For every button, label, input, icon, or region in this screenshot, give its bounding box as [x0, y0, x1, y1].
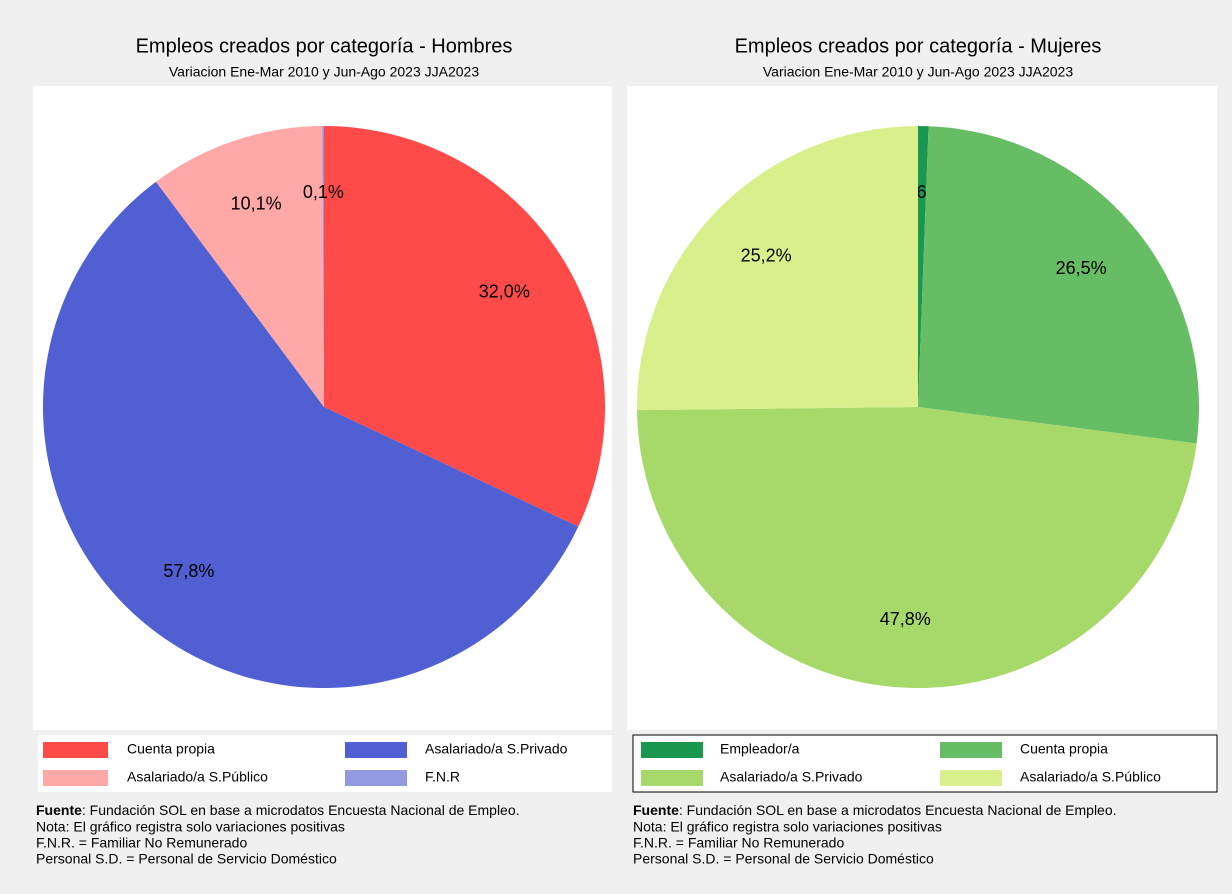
legend-swatch [641, 742, 703, 758]
slice-label: 26,5% [1056, 258, 1107, 278]
chart-title: Empleos creados por categoría - Mujeres [735, 35, 1102, 57]
footnote: Nota: El gráfico registra solo variacion… [633, 819, 942, 835]
source-label: Fuente [36, 802, 82, 818]
chart-title: Empleos creados por categoría - Hombres [136, 35, 513, 57]
legend-swatch [940, 770, 1002, 786]
slice-label: 32,0% [479, 281, 530, 301]
footnote: F.N.R. = Familiar No Remunerado [633, 835, 844, 851]
legend-label: Asalariado/a S.Público [127, 769, 268, 785]
slice-label: 25,2% [741, 246, 792, 266]
slice-label: 10,1% [231, 193, 282, 213]
slice-label: 47,8% [880, 609, 931, 629]
legend-swatch [345, 770, 407, 786]
pie-slice [43, 181, 579, 689]
legend-label: Asalariado/a S.Público [1020, 769, 1161, 785]
legend-swatch [43, 770, 108, 786]
source-text: : Fundación SOL en base a microdatos Enc… [82, 802, 520, 818]
footnote: Personal S.D. = Personal de Servicio Dom… [633, 851, 934, 867]
legend-swatch [940, 742, 1002, 758]
pie-slice [155, 126, 324, 407]
legend-swatch [345, 742, 407, 758]
legend-label: Empleador/a [720, 741, 800, 757]
pie-slice [918, 126, 1199, 444]
legend-box [38, 735, 612, 792]
legend-label: Asalariado/a S.Privado [720, 769, 863, 785]
source-text: : Fundación SOL en base a microdatos Enc… [679, 802, 1117, 818]
legend-box [632, 734, 1218, 793]
pie-slice [918, 126, 929, 407]
legend-label: F.N.R [425, 769, 460, 785]
pie-slice [637, 407, 1197, 688]
pie-slice [324, 126, 605, 527]
pie-slice [322, 126, 324, 407]
footnote: F.N.R. = Familiar No Remunerado [36, 835, 247, 851]
chart-subtitle: Variacion Ene-Mar 2010 y Jun-Ago 2023 JJ… [169, 64, 479, 80]
legend-label: Cuenta propia [127, 741, 215, 757]
source-label: Fuente [633, 802, 679, 818]
pie-slice [637, 126, 918, 411]
slice-label: 0,1% [303, 182, 344, 202]
legend-label: Asalariado/a S.Privado [425, 741, 568, 757]
source-note: Fuente: Fundación SOL en base a microdat… [36, 802, 520, 818]
footnote: Nota: El gráfico registra solo variacion… [36, 819, 345, 835]
source-note: Fuente: Fundación SOL en base a microdat… [633, 802, 1117, 818]
slice-label: 57,8% [163, 561, 214, 581]
footnote: Personal S.D. = Personal de Servicio Dom… [36, 851, 337, 867]
legend-swatch [641, 770, 703, 786]
legend-label: Cuenta propia [1020, 741, 1108, 757]
legend-swatch [43, 742, 108, 758]
chart-subtitle: Variacion Ene-Mar 2010 y Jun-Ago 2023 JJ… [763, 64, 1073, 80]
